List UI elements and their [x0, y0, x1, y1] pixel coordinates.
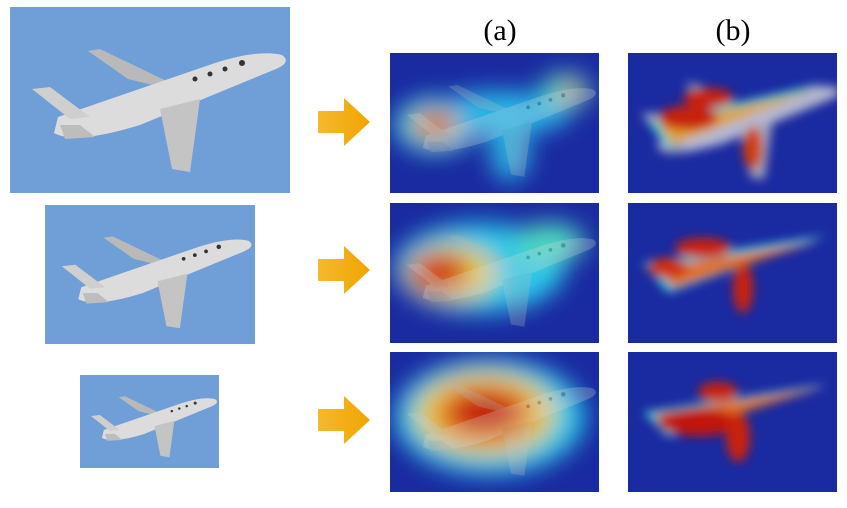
heatmap — [628, 53, 837, 193]
input-image — [10, 7, 290, 193]
heatmap — [390, 352, 599, 492]
heatmap — [390, 203, 599, 343]
input-image — [45, 205, 255, 344]
column-label: (a) — [483, 14, 516, 47]
arrow — [318, 98, 370, 146]
heatmap — [628, 203, 837, 343]
heatmap — [390, 53, 599, 193]
arrow — [318, 246, 370, 294]
column-label: (b) — [716, 14, 751, 47]
heatmap — [628, 352, 837, 492]
input-image — [80, 375, 219, 468]
arrow — [318, 396, 370, 444]
